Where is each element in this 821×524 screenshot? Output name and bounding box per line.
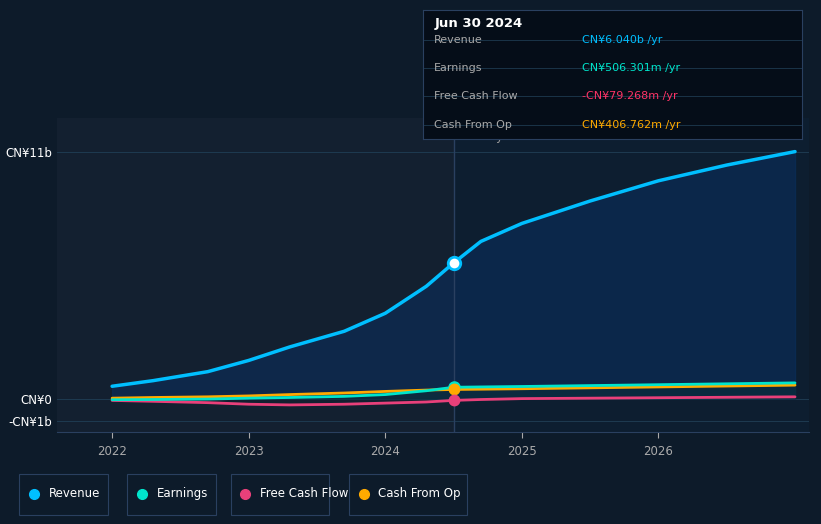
Bar <box>57 118 453 432</box>
Text: Earnings: Earnings <box>434 63 483 73</box>
Text: Past: Past <box>422 130 447 143</box>
Text: Cash From Op: Cash From Op <box>378 487 461 500</box>
Text: Free Cash Flow: Free Cash Flow <box>434 92 518 102</box>
Text: Jun 30 2024: Jun 30 2024 <box>434 17 522 30</box>
Text: -CN¥79.268m /yr: -CN¥79.268m /yr <box>582 92 678 102</box>
Text: Revenue: Revenue <box>434 35 483 45</box>
Text: Analysts Forecasts: Analysts Forecasts <box>470 130 580 143</box>
Text: Revenue: Revenue <box>48 487 100 500</box>
Text: CN¥6.040b /yr: CN¥6.040b /yr <box>582 35 663 45</box>
Bar <box>453 118 809 432</box>
Text: Free Cash Flow: Free Cash Flow <box>260 487 349 500</box>
Text: CN¥406.762m /yr: CN¥406.762m /yr <box>582 120 681 130</box>
Text: CN¥506.301m /yr: CN¥506.301m /yr <box>582 63 681 73</box>
Text: Cash From Op: Cash From Op <box>434 120 512 130</box>
Text: Earnings: Earnings <box>157 487 209 500</box>
